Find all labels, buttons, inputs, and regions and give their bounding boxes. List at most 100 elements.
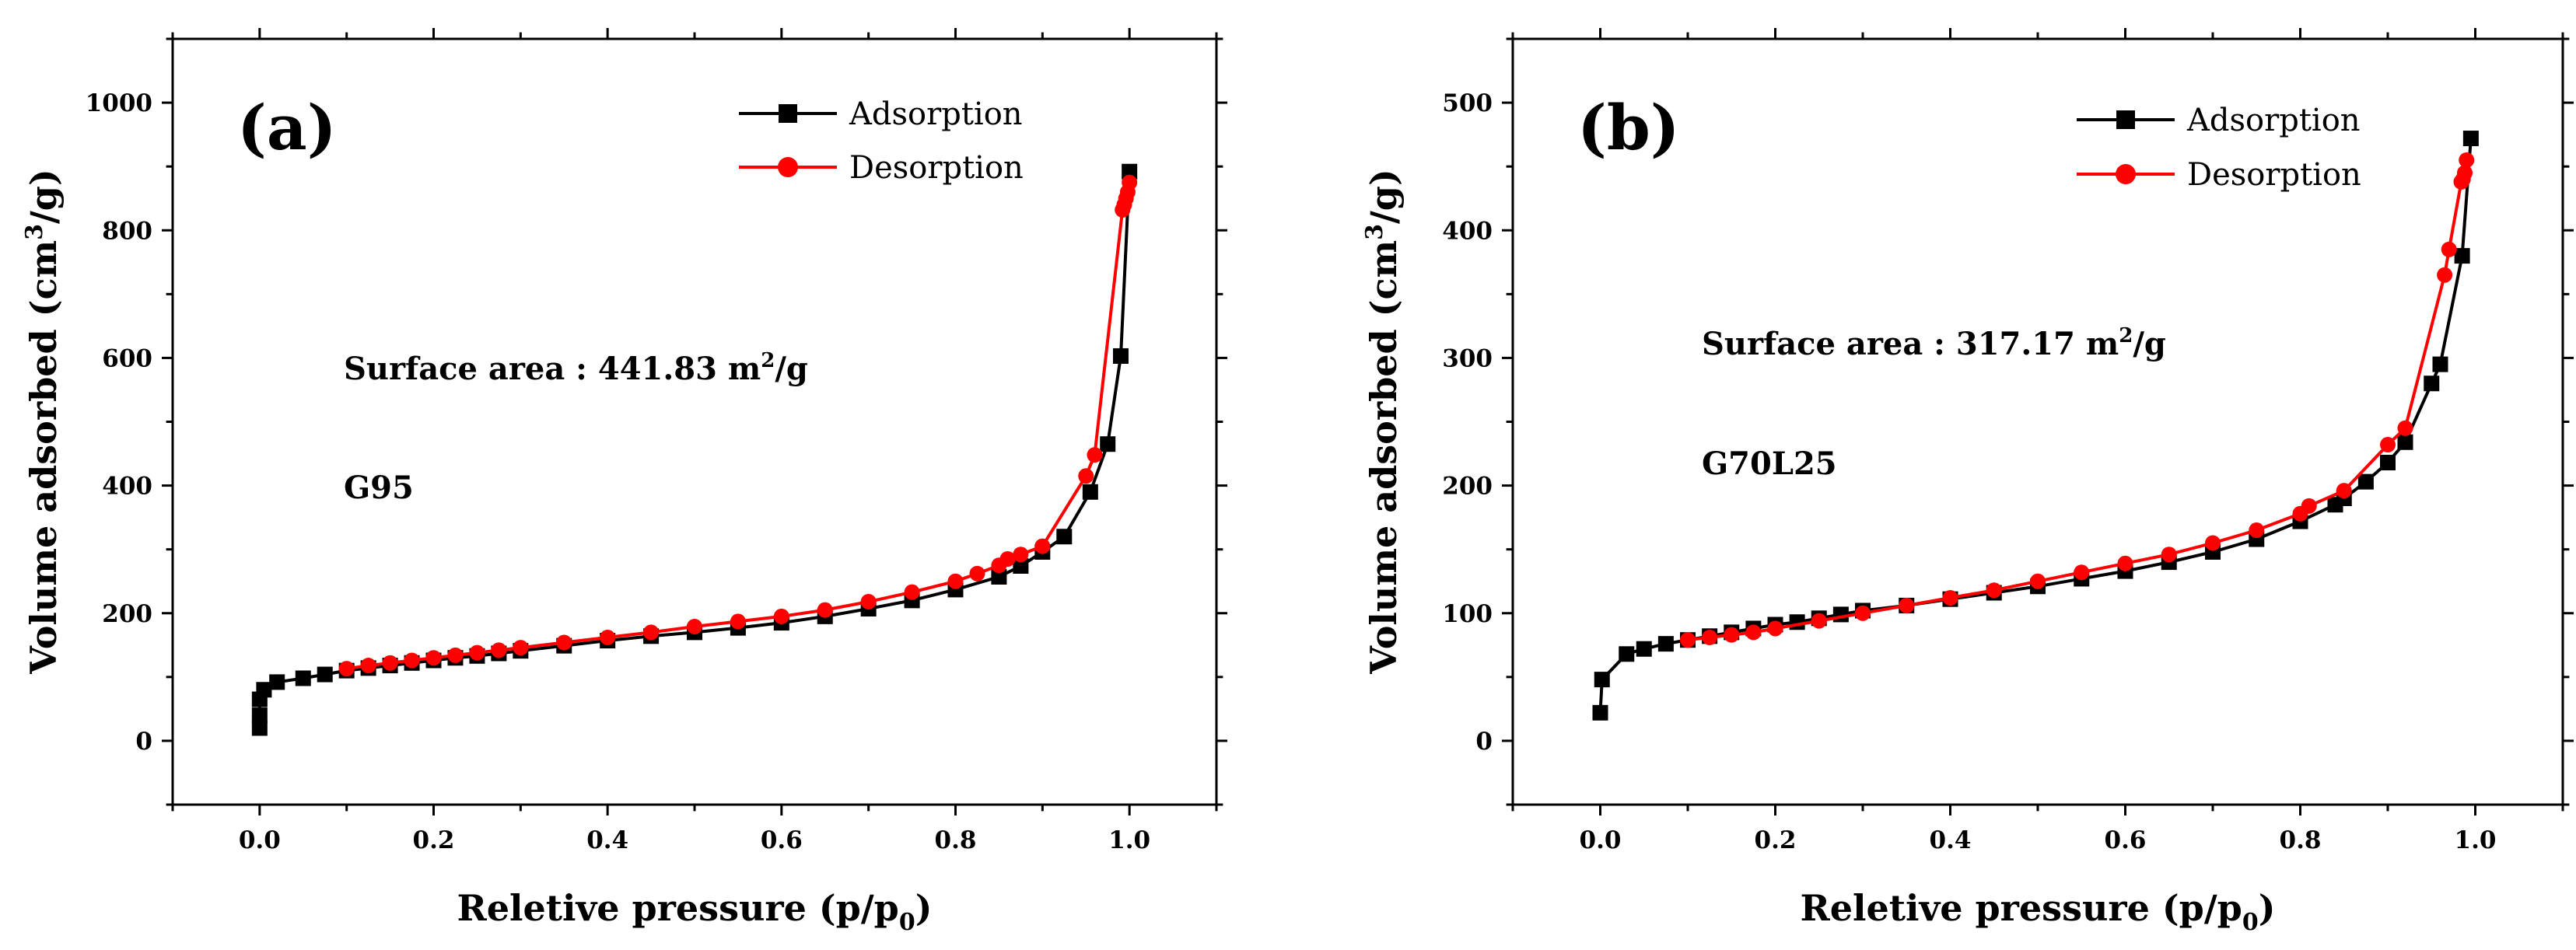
y-tick-label: 200 <box>102 600 152 628</box>
data-point-desorption <box>2117 555 2133 571</box>
x-tick-label: 1.0 <box>1108 826 1150 854</box>
y-axis-label: Volume adsorbed (cm3/g) <box>21 169 65 674</box>
y-tick-label: 200 <box>1442 473 1493 501</box>
legend-label-desorption: Desorption <box>2187 157 2361 193</box>
data-series <box>1592 131 2479 721</box>
data-point-desorption <box>773 608 789 624</box>
x-tick-label: 0.0 <box>239 826 281 854</box>
y-axis-label-tail: /g) <box>23 169 65 224</box>
data-point-adsorption <box>1789 614 1805 630</box>
x-tick-label: 0.8 <box>935 826 977 854</box>
x-axis-label-sub: 0 <box>899 909 915 936</box>
y-tick-label: 1000 <box>86 89 152 117</box>
x-tick-label: 0.6 <box>2105 826 2147 854</box>
y-tick-label: 500 <box>1442 89 1493 117</box>
y-axis-label: Volume adsorbed (cm3/g) <box>1361 169 1405 674</box>
y-tick-label: 400 <box>102 473 152 501</box>
data-point-adsorption <box>295 670 311 686</box>
data-point-adsorption <box>2397 434 2413 450</box>
data-point-desorption <box>447 647 464 663</box>
data-point-desorption <box>1013 547 1029 563</box>
data-point-desorption <box>1680 632 1696 648</box>
data-point-desorption <box>1078 468 1094 484</box>
data-point-adsorption <box>1112 348 1129 364</box>
data-point-adsorption <box>1832 606 1849 623</box>
x-axis-label-tail: ) <box>2259 887 2276 929</box>
data-point-desorption <box>991 557 1007 574</box>
surface-area-text: Surface area : 317.17 m <box>1702 326 2119 362</box>
surface-area-annotation: Surface area : 441.83 m2/g <box>344 349 808 387</box>
data-point-desorption <box>360 658 376 674</box>
data-point-adsorption <box>251 707 268 724</box>
data-point-adsorption <box>991 568 1007 585</box>
data-point-desorption <box>2336 483 2352 499</box>
data-point-desorption <box>600 629 616 645</box>
data-point-desorption <box>2453 173 2469 190</box>
y-tick-label: 100 <box>1442 600 1493 628</box>
data-point-adsorption <box>256 682 272 698</box>
data-point-desorption <box>2292 505 2308 522</box>
data-point-adsorption <box>2380 455 2396 471</box>
x-axis-label: Reletive pressure (p/p0) <box>1801 887 2276 936</box>
legend: Adsorption Desorption <box>739 96 1024 186</box>
data-point-desorption <box>1745 624 1762 641</box>
axis-ticks: 0.0 0.2 0.4 0.6 0.8 1.0 0 200 400 600 800 1000 <box>86 28 1227 854</box>
legend: Adsorption Desorption <box>2077 103 2361 193</box>
data-point-adsorption <box>1082 484 1098 500</box>
data-point-adsorption <box>251 720 268 736</box>
data-point-desorption <box>817 602 833 618</box>
y-axis-label-tail: /g) <box>1363 169 1405 224</box>
data-point-desorption <box>2074 564 2090 581</box>
data-series <box>251 163 1138 736</box>
y-tick-label: 300 <box>1442 344 1493 372</box>
data-point-desorption <box>2205 535 2221 551</box>
y-tick-label: 600 <box>102 344 152 372</box>
panel-label: (b) <box>1577 91 1680 164</box>
x-tick-label: 0.4 <box>586 826 628 854</box>
series-line-desorption <box>346 182 1132 671</box>
data-point-desorption <box>425 650 442 666</box>
data-point-adsorption <box>1056 529 1073 545</box>
surface-area-unit-sup: 2 <box>761 349 775 372</box>
surface-area-unit-tail: /g <box>775 351 808 387</box>
data-point-adsorption <box>1619 646 1635 662</box>
y-axis-label-text: Volume adsorbed (cm <box>23 240 65 675</box>
y-axis-label-text: Volume adsorbed (cm <box>1363 240 1405 675</box>
data-point-adsorption <box>1013 558 1029 575</box>
data-point-desorption <box>1855 605 1871 621</box>
data-point-desorption <box>513 640 529 656</box>
legend-marker-desorption <box>778 157 798 177</box>
data-point-desorption <box>2437 267 2453 283</box>
data-point-desorption <box>969 565 985 582</box>
data-point-desorption <box>1767 620 1783 637</box>
data-point-adsorption <box>317 666 333 683</box>
data-point-desorption <box>1702 629 1718 645</box>
data-point-desorption <box>2380 437 2396 453</box>
x-tick-label: 0.4 <box>1930 826 1972 854</box>
panel-label: (a) <box>237 91 337 164</box>
data-point-desorption <box>1811 613 1827 629</box>
data-point-desorption <box>2459 152 2475 168</box>
data-point-adsorption <box>1122 163 1138 180</box>
y-tick-label: 800 <box>102 217 152 245</box>
legend-marker-adsorption <box>2116 110 2135 129</box>
x-tick-label: 0.0 <box>1580 826 1622 854</box>
data-point-desorption <box>469 644 485 661</box>
surface-area-annotation: Surface area : 317.17 m2/g <box>1702 324 2166 362</box>
legend-marker-desorption <box>2116 164 2136 184</box>
data-point-desorption <box>2249 522 2265 539</box>
data-point-desorption <box>1115 201 1131 218</box>
data-point-adsorption <box>2424 375 2440 392</box>
data-point-adsorption <box>269 674 285 690</box>
data-point-desorption <box>338 661 355 677</box>
legend-label-desorption: Desorption <box>849 150 1024 186</box>
data-point-adsorption <box>2432 356 2448 372</box>
data-point-desorption <box>1986 582 2002 599</box>
data-point-desorption <box>730 613 746 630</box>
x-tick-label: 0.8 <box>2280 826 2322 854</box>
chart-panel-b: 0.0 0.2 0.4 0.6 0.8 1.0 0 100 200 300 400 500 (b) S… <box>1361 28 2574 936</box>
data-point-desorption <box>643 624 660 641</box>
data-point-desorption <box>1899 597 1915 613</box>
data-point-desorption <box>1942 590 1958 606</box>
x-axis-label-sub: 0 <box>2242 909 2259 936</box>
